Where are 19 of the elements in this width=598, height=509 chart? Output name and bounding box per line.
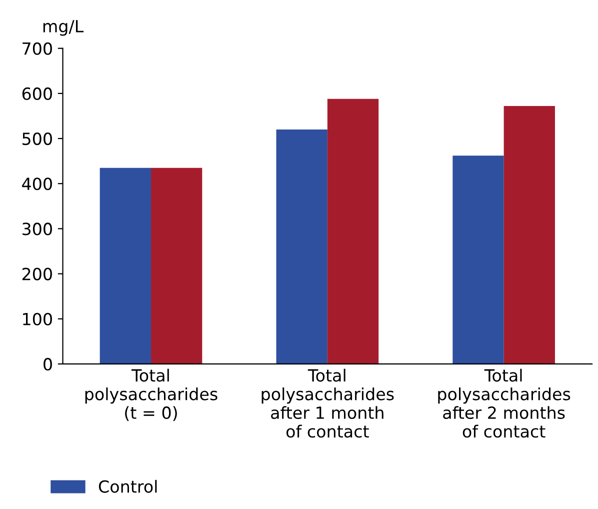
bar: [100, 168, 151, 364]
bar: [452, 156, 504, 364]
bar: [504, 106, 555, 364]
y-tick-label: 700: [22, 42, 52, 55]
y-tick-label: 300: [22, 222, 52, 236]
y-tick-label: 400: [22, 178, 52, 190]
y-tick-label: 100: [23, 312, 52, 326]
x-tick-label: Total polysaccharides (t = 0): [85, 368, 218, 421]
bar: [150, 168, 202, 364]
y-tick-label: 500: [22, 132, 52, 146]
y-axis-title: mg/L: [43, 20, 84, 36]
x-tick-label: Total polysaccharides after 2 months of contact: [438, 368, 570, 438]
bar: [276, 130, 328, 364]
y-tick-label: 0: [44, 358, 52, 371]
bar: [327, 98, 379, 364]
x-tick-label: Total polysaccharides after 1 month of contact: [262, 368, 394, 438]
y-tick-label: 600: [22, 87, 52, 100]
y-tick-label: 200: [22, 268, 52, 280]
legend-label: Control: [98, 480, 157, 493]
